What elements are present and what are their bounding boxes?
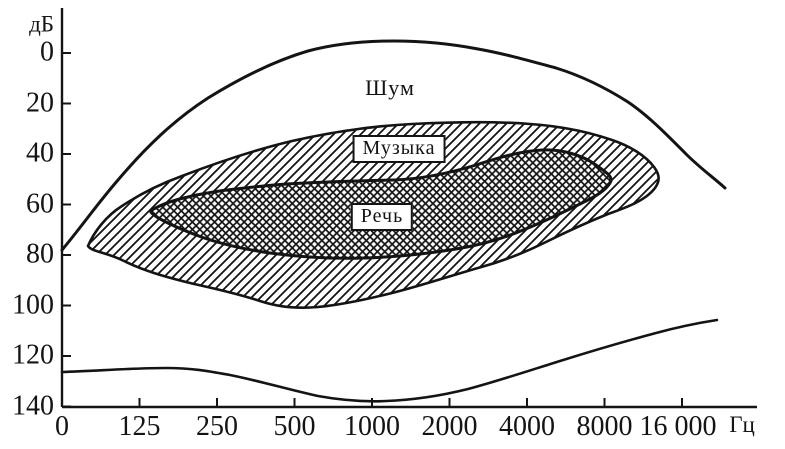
x-tick-label: 2000	[421, 411, 478, 442]
x-tick-label: 1000	[344, 411, 400, 442]
y-tick-label: 40	[26, 137, 54, 169]
x-tick-label: 125	[118, 411, 161, 442]
music-region-label: Музыка	[352, 135, 446, 163]
noise-region-label: Шум	[365, 75, 415, 100]
x-tick-label: 4000	[499, 411, 555, 442]
x-tick-label: 250	[196, 411, 238, 442]
x-axis-unit: Гц	[729, 412, 755, 437]
y-tick-label: 80	[26, 238, 54, 270]
lower-boundary-curve	[60, 318, 719, 403]
x-tick-label: 500	[273, 411, 316, 442]
x-tick-label: 8000	[576, 411, 633, 442]
y-tick-label: 120	[12, 339, 54, 371]
x-tick-label: 16 000	[639, 411, 717, 442]
y-tick-label: 20	[26, 86, 54, 118]
y-tick-label: 140	[12, 389, 54, 421]
speech-region-label: Речь	[350, 203, 414, 231]
y-tick-label: 0	[40, 36, 54, 68]
y-tick-marks	[62, 52, 71, 408]
x-tick-marks	[138, 398, 683, 407]
y-axis-unit: дБ	[29, 11, 54, 37]
y-tick-label: 100	[12, 288, 54, 320]
x-tick-label: 0	[55, 411, 69, 442]
noise-boundary-curve	[60, 39, 727, 252]
y-tick-label: 60	[26, 187, 54, 219]
